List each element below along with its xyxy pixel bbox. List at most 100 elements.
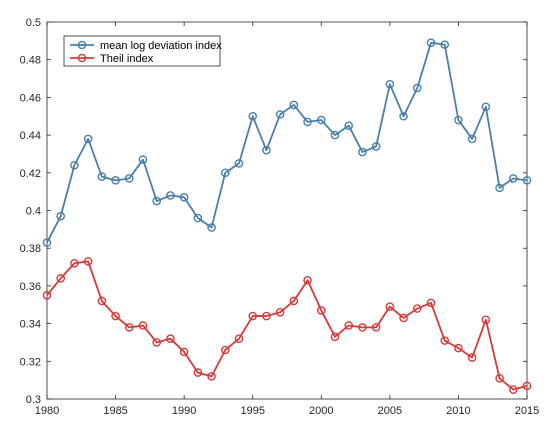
x-tick-label: 1995 [240,405,264,417]
data-point [522,381,532,391]
data-point [42,291,52,300]
data-point [179,193,189,202]
data-point [220,345,230,355]
data-point [166,334,175,343]
data-point [70,258,79,268]
data-point [412,304,422,313]
data-point [399,313,408,323]
data-point [138,321,148,330]
data-point [248,311,258,321]
data-point [508,385,518,394]
series-layer [42,38,532,394]
x-tick-label: 1990 [172,405,196,417]
data-point [124,174,134,183]
data-point [358,147,367,157]
data-point [262,145,271,155]
data-point [207,223,216,232]
data-point [371,323,381,332]
data-point [454,115,463,125]
data-point [495,373,504,383]
x-tick-label: 1980 [35,405,59,417]
series-line [46,41,528,243]
y-tick-label: 0.5 [26,17,41,29]
data-point [303,117,312,127]
data-point [522,176,532,185]
data-point [385,302,395,311]
data-point [467,353,477,362]
ticks-layer: 1980 1985 1990 1995 2000 2005 2010 2015 0.3 0.32 0… [20,17,540,417]
data-point [207,372,216,381]
data-point [138,155,148,164]
data-point [42,238,52,247]
y-tick-label: 0.34 [20,319,41,331]
y-tick-label: 0.4 [26,206,41,218]
data-point [440,336,450,345]
data-point [495,183,504,193]
data-point [316,115,326,125]
y-tick-label: 0.46 [20,92,41,104]
data-point [508,174,518,183]
data-point [234,334,244,343]
data-point [234,159,244,168]
legend-box [63,35,221,67]
series-line [46,260,528,391]
data-point [330,130,340,140]
x-tick-label: 2010 [446,405,470,417]
legend-entry-1: mean log deviation index [70,40,222,52]
legend-marker [77,53,87,63]
data-point [454,343,463,353]
data-point [248,111,258,121]
data-point [97,172,107,181]
data-point [467,134,477,144]
data-point [426,298,436,308]
data-point [152,196,162,206]
data-point [344,121,354,130]
y-tick-label: 0.48 [20,55,41,67]
data-point [275,110,285,119]
data-point [179,347,189,357]
data-point [316,306,326,315]
data-point [440,40,450,49]
data-point [124,323,134,332]
data-point [399,111,408,121]
data-point [111,311,120,321]
data-point [97,296,107,306]
legend-entry-2: Theil index [70,53,154,65]
data-point [385,79,395,89]
data-point [152,338,162,347]
data-point [330,332,340,342]
y-tick-label: 0.32 [20,356,41,368]
data-point [56,274,66,283]
data-point [481,102,491,112]
data-point [193,213,203,223]
plot-frame [46,21,528,400]
legend-marker [77,40,87,50]
data-point [193,368,203,377]
y-tick-label: 0.3 [26,394,41,406]
x-tick-label: 1985 [103,405,127,417]
plot-area [46,21,528,400]
data-point [289,100,299,110]
data-point [166,191,175,200]
legend-label: mean log deviation index [100,40,222,52]
data-point [83,134,93,144]
y-tick-label: 0.44 [20,130,41,142]
data-point [111,176,120,185]
data-point [481,315,491,325]
series-1 [42,38,532,247]
data-point [426,38,436,48]
data-point [412,83,422,93]
data-point [83,257,93,266]
data-point [220,168,230,178]
series-2 [42,257,532,394]
data-point [289,296,299,306]
data-point [56,211,66,221]
data-point [275,307,285,317]
x-tick-label: 2005 [378,405,402,417]
x-tick-label: 2000 [309,405,333,417]
y-tick-label: 0.38 [20,243,41,255]
data-point [70,160,79,170]
legend-label: Theil index [100,53,154,65]
